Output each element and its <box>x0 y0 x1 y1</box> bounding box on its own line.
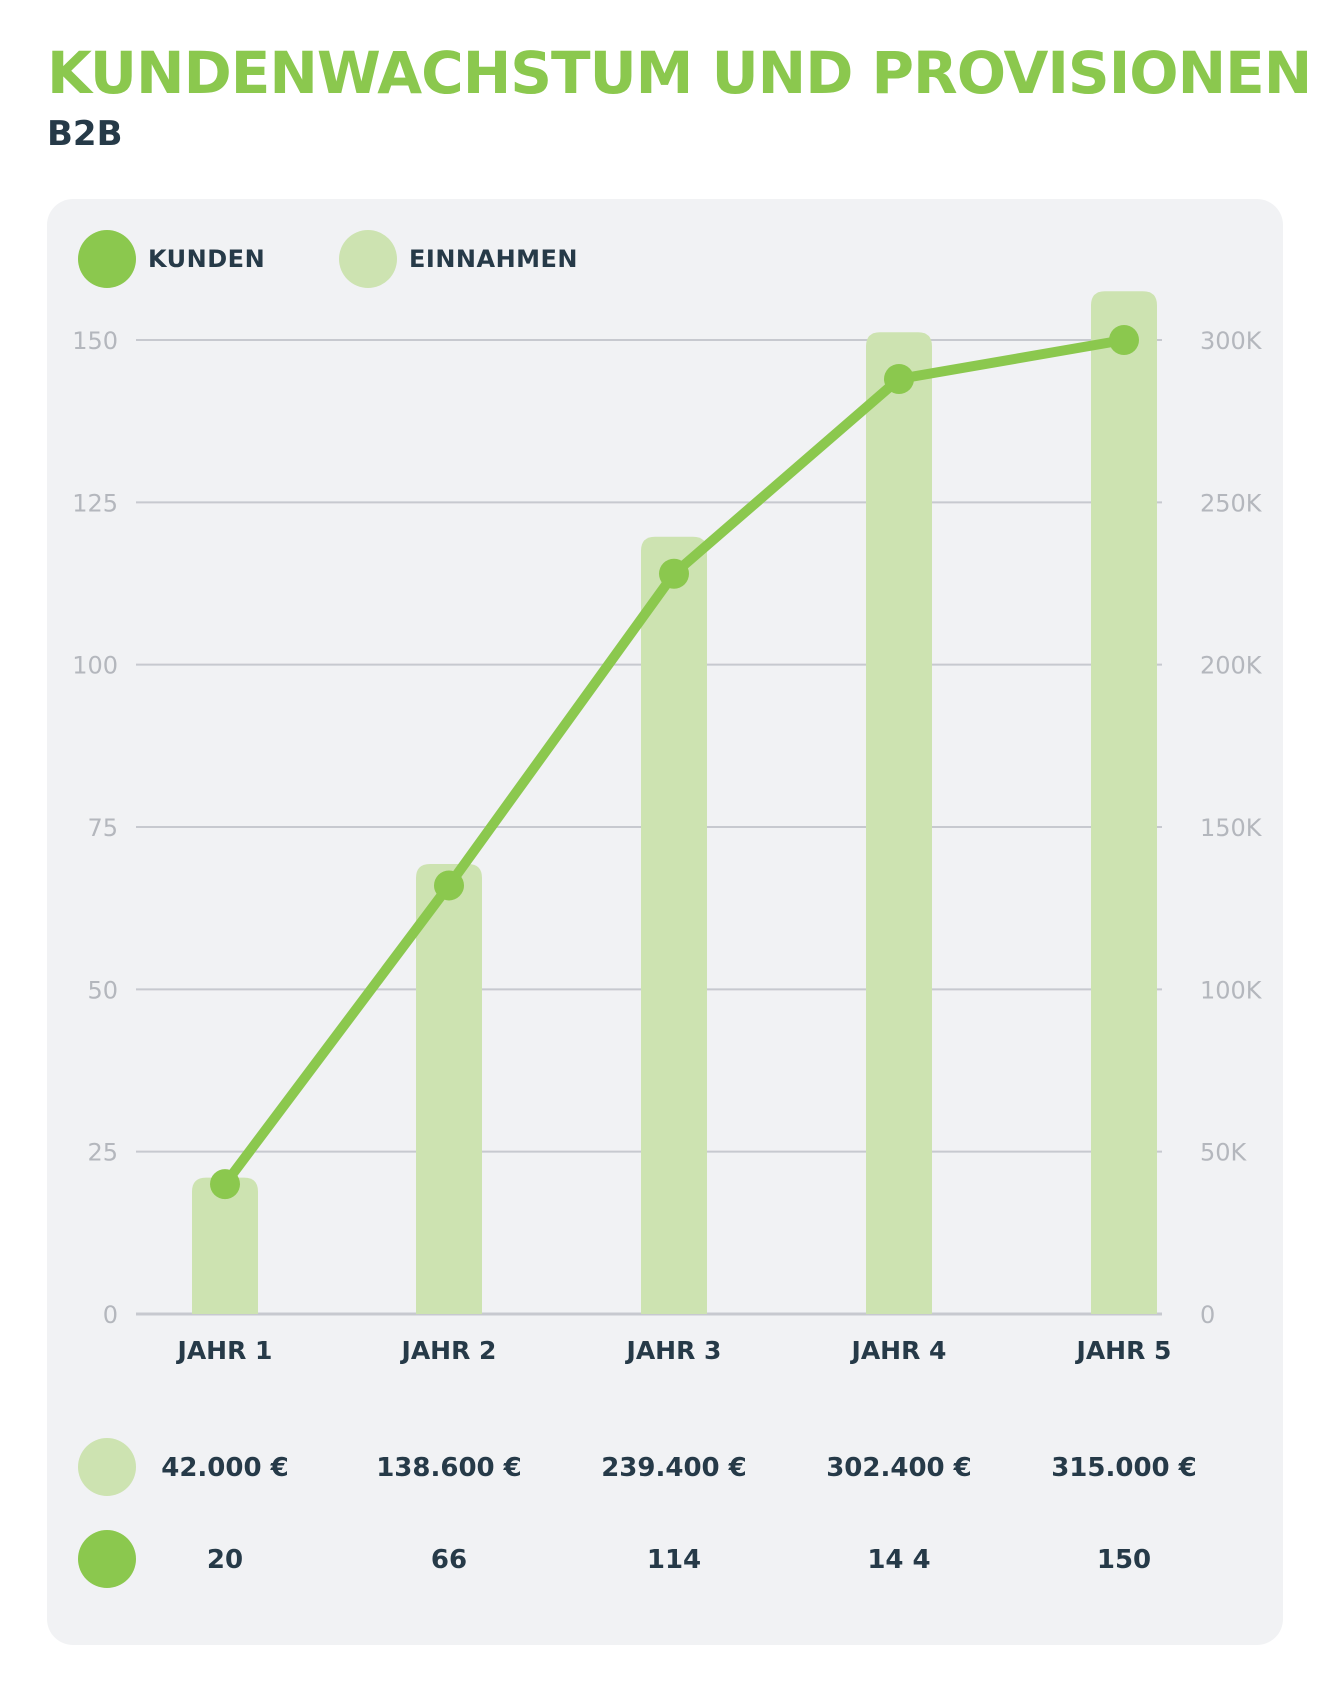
y-right-tick-label: 300K <box>1200 327 1263 355</box>
y-left-tick-label: 0 <box>103 1301 118 1329</box>
y-left-tick-label: 100 <box>72 652 118 680</box>
customers-value: 20 <box>207 1545 243 1575</box>
x-tick-label: JAHR 5 <box>1075 1336 1172 1365</box>
y-right-tick-label: 250K <box>1200 489 1263 517</box>
y-right-tick-label: 150K <box>1200 814 1263 842</box>
chart-title: KUNDENWACHSTUM UND PROVISIONEN <box>47 39 1312 107</box>
x-tick-label: JAHR 2 <box>400 1336 497 1365</box>
customers-point <box>210 1169 240 1200</box>
y-left-tick-label: 25 <box>87 1139 118 1167</box>
y-left-tick-label: 125 <box>72 489 118 517</box>
revenue-value: 239.400 € <box>601 1453 747 1483</box>
customers-value: 150 <box>1097 1545 1151 1575</box>
revenue-row-swatch <box>78 1438 136 1496</box>
revenue-value: 42.000 € <box>161 1453 288 1483</box>
customers-row-swatch <box>78 1530 136 1588</box>
customers-point <box>1109 325 1139 355</box>
revenue-value: 302.400 € <box>826 1453 972 1483</box>
customers-point <box>884 363 914 394</box>
revenue-bar <box>416 864 482 1314</box>
legend-item-einnahmen: EINNAHMEN <box>339 228 578 290</box>
chart-subtitle: B2B <box>47 114 123 154</box>
customers-value: 114 <box>647 1545 701 1575</box>
x-tick-label: JAHR 1 <box>176 1336 273 1365</box>
customers-point <box>434 870 464 901</box>
y-right-tick-label: 200K <box>1200 652 1263 680</box>
revenue-value: 315.000 € <box>1051 1453 1197 1483</box>
legend-swatch-kunden <box>78 230 136 288</box>
y-right-tick-label: 100K <box>1200 976 1263 1004</box>
x-tick-label: JAHR 3 <box>625 1336 722 1365</box>
y-left-tick-label: 50 <box>87 976 118 1004</box>
revenue-value: 138.600 € <box>376 1453 522 1483</box>
revenue-bar <box>192 1177 258 1314</box>
customers-point <box>659 558 689 589</box>
y-left-tick-label: 75 <box>87 814 118 842</box>
y-right-tick-label: 50K <box>1200 1139 1248 1167</box>
y-left-tick-label: 150 <box>72 327 118 355</box>
legend-swatch-einnahmen <box>339 230 397 288</box>
customers-value: 14 4 <box>867 1545 930 1575</box>
revenue-bar <box>641 536 707 1314</box>
customers-value: 66 <box>431 1545 467 1575</box>
revenue-bar <box>866 332 932 1314</box>
y-right-tick-label: 0 <box>1200 1301 1215 1329</box>
legend-item-kunden: KUNDEN <box>78 228 265 290</box>
legend-label-kunden: KUNDEN <box>148 245 266 273</box>
revenue-bar <box>1091 291 1157 1314</box>
legend-label-einnahmen: EINNAHMEN <box>409 245 579 273</box>
x-tick-label: JAHR 4 <box>850 1336 947 1365</box>
